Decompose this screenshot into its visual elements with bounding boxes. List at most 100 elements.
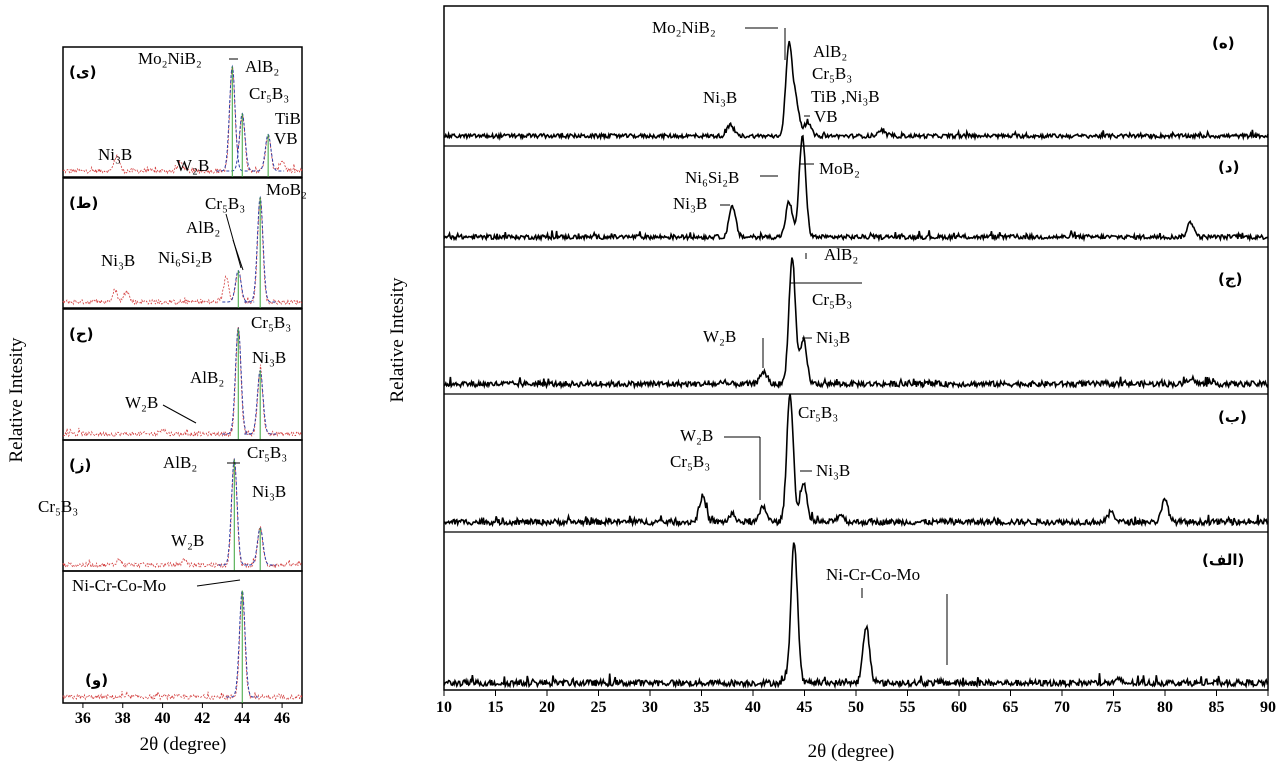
right-spectrum-line [443,257,1269,390]
right-spectrum-line [443,542,1269,690]
left-panel-frame [62,570,303,704]
left-y-axis-label: Relative Intesity [6,337,27,463]
right-panel-label: (ه) [1212,34,1235,52]
right-p1-ann-vb: VB [814,107,838,126]
left-panel-1: (ی) [62,46,303,178]
right-panel-label: (د) [1218,158,1239,176]
left-spectrum-fit [226,588,259,698]
left-panel-3: (ح) [62,308,303,441]
right-x-tick-label: 40 [745,699,761,716]
left-spectrum-fit [222,269,255,303]
left-spectrum-measured [62,326,303,438]
right-panel-label: (ج) [1218,270,1243,288]
right-p4-ann-ni3b: Ni₃B [816,461,850,480]
right-trace-3: (ج) [443,257,1269,395]
right-x-tick-label: 15 [488,699,504,716]
left-p2-ann-mob2: MoB₂ [266,180,307,199]
left-p1-ann-alb2: AlB₂ [245,57,279,76]
right-p4-ann-cr5b3-a: Cr₅B₃ [798,403,838,422]
left-spectrum-measured [62,590,303,701]
right-x-axis-label: 2θ (degree) [808,741,895,762]
right-p3-ann-ni3b: Ni₃B [816,328,850,347]
left-p5-leader-1 [196,579,241,587]
left-p1-ann-vb: VB [274,129,298,148]
left-spectrum-fit [244,369,277,435]
right-x-tick-label: 55 [900,699,916,716]
right-p5-ann-nicrcomo: Ni-Cr-Co-Mo [826,565,920,584]
left-p3-ann-cr5b3: Cr₅B₃ [251,313,291,332]
left-p3-ann-ni3b: Ni₃B [252,348,286,367]
right-p2-ann-mob2: MoB₂ [819,159,860,178]
left-p3-leader-1 [162,404,197,424]
right-p2-ann-ni3b: Ni₃B [673,194,707,213]
left-p1-ann-w2b: W₂B [176,156,209,175]
left-x-tick-label: 38 [115,710,131,727]
left-p3-ann-w2b: W₂B [125,393,158,412]
left-x-tick-label: 46 [274,710,290,727]
right-panel-label: (ب) [1218,408,1247,426]
right-xrd-chart: Relative Intesity (ه) (د) (ج) (ب) (الف) 10 15… [387,5,1276,762]
right-trace-5: (الف) [443,542,1269,690]
right-x-tick-label: 60 [951,699,967,716]
right-trace-1: (ه) [443,34,1269,147]
right-x-tick-label: 90 [1260,699,1276,716]
left-p4-ann-ni3b: Ni₃B [252,482,286,501]
right-x-tick-label: 75 [1106,699,1122,716]
right-p3-ann-cr5b3: Cr₅B₃ [812,290,852,309]
right-p2-ann-ni6si2b: Ni₆Si₂B [685,168,739,187]
left-p1-ann-tib: TiB [275,109,301,128]
left-p1-ann-mo2nib2: Mo₂NiB₂ [138,49,202,68]
left-p4-ann-alb2: AlB₂ [163,453,197,472]
right-x-tick-label: 20 [539,699,555,716]
right-x-tick-label: 80 [1157,699,1173,716]
right-p4-ann-cr5b3-b: Cr₅B₃ [670,452,710,471]
left-p1-ann-ni3b: Ni₃B [98,145,132,164]
left-spectrum-measured [62,66,303,175]
right-spectrum-line [443,393,1269,528]
left-p2-ann-ni6si2b: Ni₆Si₂B [158,248,212,267]
left-panel-frame [62,46,303,178]
right-p1-ann-alb2: AlB₂ [813,42,847,61]
left-panel-label: (ط) [69,194,98,212]
right-p1-ann-mo2nib2: Mo₂NiB₂ [652,18,716,37]
left-p4-ann-cr5b3-b: Cr₅B₃ [38,497,78,516]
left-p1-ann-cr5b3: Cr₅B₃ [249,84,289,103]
right-x-tick-label: 50 [848,699,864,716]
left-spectrum-fit [252,133,285,172]
left-panel-2: (ط) [62,177,303,309]
left-panel-frame [62,177,303,309]
right-p4-ann-w2b: W₂B [680,426,713,445]
right-y-axis-label: Relative Intesity [387,277,408,403]
right-spectrum-line [443,134,1269,243]
left-x-tick-label: 40 [155,710,171,727]
right-spectrum-line [443,40,1269,142]
left-x-tick-label: 44 [234,710,250,727]
left-panel-5: (و) [62,570,303,704]
right-x-tick-label: 65 [1003,699,1019,716]
left-x-ticks: 36 38 40 42 44 46 [75,703,290,727]
left-p5-ann-nicrcomo: Ni-Cr-Co-Mo [72,576,166,595]
right-x-ticks: 10 15 20 25 30 35 40 45 50 55 60 65 70 75 80 85 90 [436,690,1276,716]
right-p3-ann-w2b: W₂B [703,327,736,346]
left-p3-ann-alb2: AlB₂ [190,368,224,387]
right-x-tick-label: 25 [591,699,607,716]
right-x-tick-label: 70 [1054,699,1070,716]
left-panel-label: (و) [85,671,108,689]
right-plot-frame [443,5,1269,691]
left-x-tick-label: 36 [75,710,91,727]
left-x-tick-label: 42 [194,710,210,727]
left-p2-leader-2 [232,239,244,271]
right-p1-ann-tib-ni3b: TiB ,Ni₃B [811,87,880,106]
left-x-axis-label: 2θ (degree) [140,734,227,755]
left-p2-ann-ni3b: Ni₃B [101,251,135,270]
right-trace-2: (د) [443,134,1269,248]
left-panel-label: (ی) [69,63,96,81]
left-panel-label: (ز) [69,456,91,474]
right-p1-ann-ni3b: Ni₃B [703,88,737,107]
right-x-tick-label: 45 [797,699,813,716]
left-panel-label: (ح) [69,325,94,343]
right-x-tick-label: 35 [694,699,710,716]
left-p2-ann-cr5b3: Cr₅B₃ [205,194,245,213]
right-x-tick-label: 30 [642,699,658,716]
